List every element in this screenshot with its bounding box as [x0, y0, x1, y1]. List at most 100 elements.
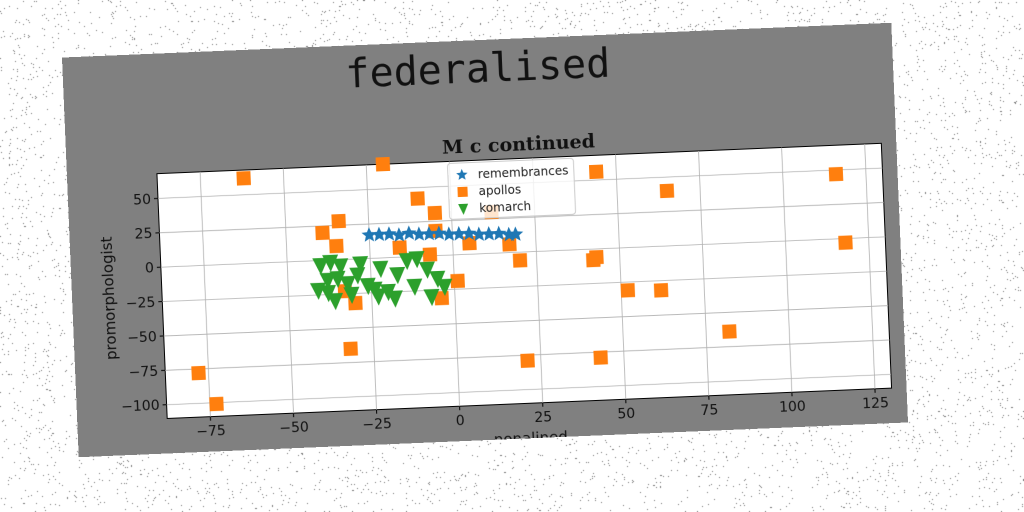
- x-grid-line: [282, 168, 294, 414]
- x-tick-label: 75: [700, 402, 718, 419]
- apollos-point: [375, 156, 391, 172]
- remembrances-point: [491, 225, 507, 241]
- komarch-point: [406, 278, 423, 296]
- komarch-point: [339, 275, 356, 294]
- apollos-point: [427, 205, 443, 221]
- x-tick-label: −50: [279, 420, 309, 437]
- x-grid-line: [199, 171, 211, 417]
- series-remembrances: [361, 225, 524, 242]
- komarch-point: [418, 261, 435, 279]
- x-tick-label: 125: [862, 395, 889, 412]
- scatter-chart: −75 −50 −25 0 25 50 75 100 125 50 25 0 −25 −50 −75 −10…: [98, 130, 893, 449]
- x-tick-label: −75: [196, 423, 226, 440]
- x-tick-label: −25: [362, 416, 392, 433]
- komarch-point: [327, 292, 344, 311]
- remembrances-point: [411, 226, 427, 241]
- apollos-point: [659, 183, 675, 199]
- legend-label-komarch: komarch: [479, 199, 531, 215]
- komarch-point: [332, 258, 349, 276]
- remembrances-point: [371, 226, 387, 242]
- apollos-point: [520, 353, 535, 368]
- apollos-point: [722, 324, 737, 339]
- x-grid-line: [864, 143, 876, 389]
- apollos-point: [392, 240, 407, 255]
- y-grid-line: [163, 305, 889, 337]
- legend-label-remembrances: remembrances: [478, 163, 569, 181]
- remembrances-point: [481, 226, 497, 241]
- apollos-point: [620, 283, 636, 298]
- legend-marker-remembrances: [456, 168, 468, 180]
- apollos-point: [653, 283, 669, 298]
- series-komarch: [309, 250, 453, 311]
- apollos-point: [209, 396, 224, 412]
- remembrances-point: [431, 225, 447, 241]
- y-axis-label: promorphologist: [98, 236, 121, 360]
- y-tick-label: 0: [145, 260, 155, 276]
- apollos-point: [343, 341, 358, 357]
- y-tick-label: 50: [133, 192, 151, 209]
- remembrances-point: [461, 225, 477, 241]
- x-grid-line: [698, 150, 710, 396]
- y-tick-label: −25: [125, 295, 155, 312]
- apollos-point: [191, 365, 206, 381]
- x-grid-line: [781, 147, 793, 393]
- apollos-point: [589, 249, 604, 265]
- komarch-point: [398, 252, 415, 271]
- apollos-point: [450, 273, 465, 289]
- y-tick-label: 25: [134, 226, 152, 243]
- legend-label-apollos: apollos: [478, 182, 521, 198]
- axes-area: [156, 142, 893, 419]
- x-tick-label: 25: [534, 409, 552, 426]
- remembrances-point: [507, 226, 524, 242]
- apollos-point: [512, 253, 528, 268]
- apollos-point: [588, 164, 604, 180]
- apollos-point: [410, 191, 425, 206]
- apollos-point: [462, 235, 477, 251]
- y-grid-line: [166, 373, 891, 406]
- apollos-point: [502, 237, 517, 252]
- legend-box: [447, 157, 577, 220]
- x-axis-ticks: −75 −50 −25 0 25 50 75 100 125: [196, 388, 889, 440]
- x-tick-label: 0: [455, 413, 465, 429]
- apollos-point: [838, 235, 853, 250]
- legend-marker-apollos: [457, 186, 468, 198]
- legend-marker-komarch: [458, 203, 469, 215]
- komarch-point: [312, 257, 329, 276]
- komarch-point: [386, 290, 403, 308]
- apollos-point: [422, 247, 438, 262]
- komarch-point: [320, 284, 337, 303]
- apollos-point: [593, 350, 608, 365]
- apollos-point: [828, 166, 844, 182]
- y-tick-label: −50: [127, 329, 157, 346]
- komarch-point: [436, 278, 453, 296]
- apollos-point: [329, 238, 344, 254]
- y-grid-line: [159, 202, 884, 234]
- figure-panel: federalised −75 −50 −25 0 25 50 75 100 125 50 25 0…: [61, 22, 909, 458]
- remembrances-point: [391, 227, 407, 242]
- komarch-point: [370, 288, 387, 306]
- apollos-point: [331, 213, 346, 229]
- komarch-point: [352, 256, 369, 274]
- grid-lines: [157, 143, 891, 417]
- y-grid-line: [162, 270, 887, 302]
- remembrances-point: [451, 225, 467, 241]
- remembrances-point: [441, 226, 457, 242]
- x-tick-label: 100: [779, 399, 806, 416]
- apollos-point: [315, 225, 330, 241]
- remembrances-point: [381, 226, 397, 241]
- komarch-point: [343, 286, 360, 305]
- data-marks: [191, 156, 853, 412]
- y-axis-ticks: 50 25 0 −25 −50 −75 −100: [121, 192, 167, 416]
- komarch-point: [408, 250, 425, 269]
- komarch-point: [389, 266, 406, 285]
- x-tick-label: 50: [617, 406, 635, 423]
- remembrances-point: [421, 225, 437, 241]
- komarch-point: [329, 270, 346, 289]
- x-grid-line: [615, 154, 627, 400]
- remembrances-point: [471, 226, 487, 242]
- y-grid-line: [160, 236, 886, 268]
- y-tick-label: −100: [121, 398, 160, 416]
- apollos-point: [236, 171, 251, 186]
- remembrances-point: [401, 225, 417, 241]
